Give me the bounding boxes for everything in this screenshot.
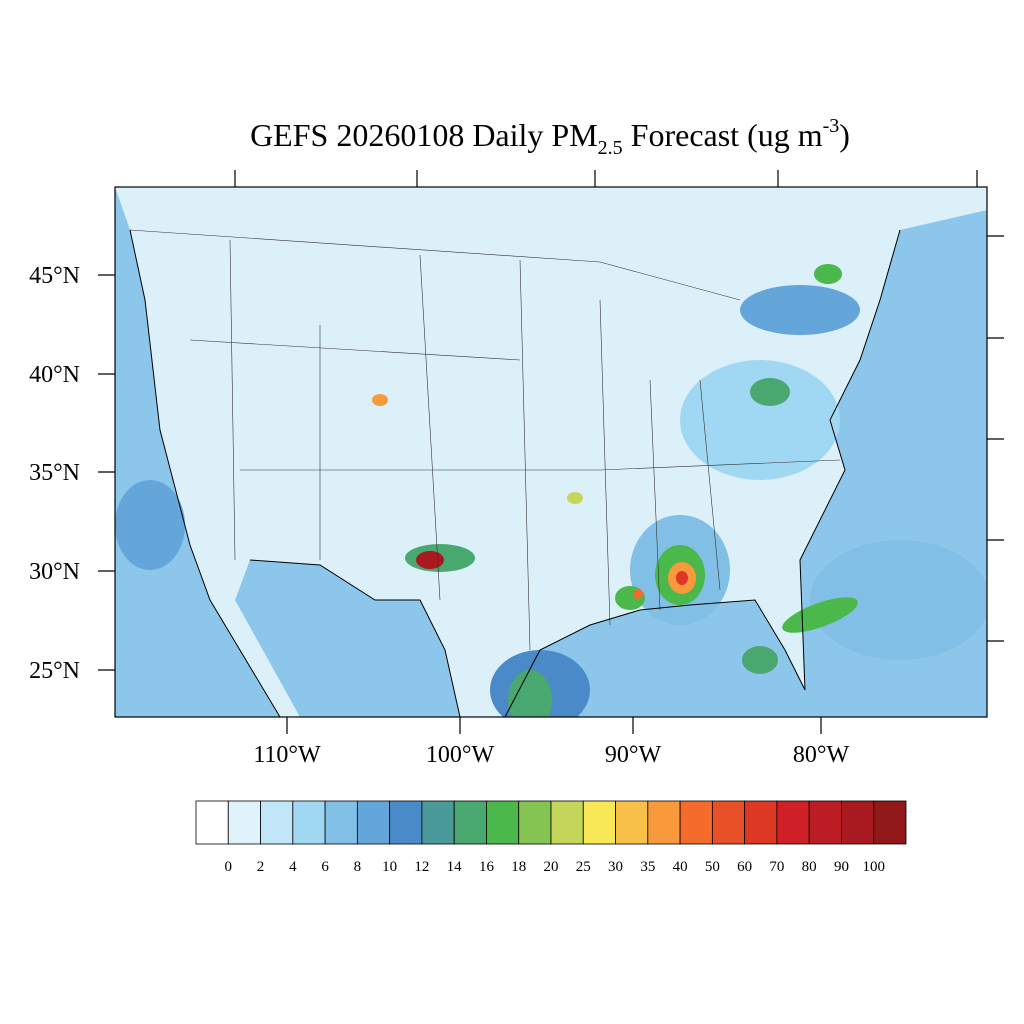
coastline: [129, 229, 901, 717]
lat-label: 35°N: [29, 460, 80, 486]
colorbar-label: 10: [382, 859, 397, 875]
colorbar-label: 90: [834, 859, 849, 875]
lon-label: 100°W: [426, 742, 495, 768]
pm-field: [810, 540, 987, 660]
pm-field: [115, 480, 185, 570]
lat-label: 25°N: [29, 658, 80, 684]
colorbar-label: 18: [511, 859, 526, 875]
colorbar-label: 25: [576, 859, 591, 875]
colorbar-box: [195, 800, 229, 845]
title-subscript: 2.5: [598, 137, 623, 159]
colorbar-box: [744, 800, 778, 845]
lat-label: 40°N: [29, 362, 80, 388]
pm-field: [740, 285, 860, 335]
colorbar-box: [679, 800, 713, 845]
title: GEFS 20260108 Daily PM2.5 Forecast (ug m-…: [250, 115, 850, 159]
colorbar-box: [518, 800, 552, 845]
title-superscript: -3: [823, 115, 840, 137]
colorbar-label: 100: [862, 859, 885, 875]
title-main: GEFS 20260108 Daily PM: [250, 117, 598, 153]
colorbar-box: [453, 800, 487, 845]
map: [98, 170, 1004, 734]
colorbar-box: [841, 800, 875, 845]
colorbar-box: [711, 800, 746, 845]
colorbar-label: 12: [414, 859, 429, 875]
pm-field: [372, 394, 388, 406]
colorbar-box: [647, 800, 681, 845]
colorbar-label: 40: [673, 859, 688, 875]
pm-field: [508, 670, 552, 717]
colorbar-label: 14: [447, 859, 463, 875]
title-end: ): [839, 117, 850, 153]
title-middle: Forecast (ug m: [631, 117, 823, 153]
tick-marks: [98, 170, 1004, 734]
colorbar-label: 16: [479, 859, 495, 875]
pm-field: [633, 589, 643, 599]
colorbar-box: [389, 800, 423, 845]
colorbar-label: 60: [737, 859, 752, 875]
colorbar-label: 4: [289, 859, 297, 875]
pm-field: [676, 571, 688, 585]
map-frame: [114, 186, 988, 718]
colorbar-label: 2: [257, 859, 265, 875]
colorbar-box: [324, 800, 358, 845]
pm-field: [416, 551, 444, 569]
colorbar-box: [227, 800, 261, 845]
pm-field: [742, 646, 778, 674]
lat-label: 30°N: [29, 559, 80, 585]
pm-field: [814, 264, 842, 284]
colorbar-box: [260, 800, 294, 845]
colorbar-label: 70: [769, 859, 784, 875]
pm-field: [750, 378, 790, 406]
colorbar-box: [292, 800, 326, 845]
lat-label: 45°N: [29, 263, 80, 289]
colorbar-box: [421, 800, 455, 845]
pm-field: [680, 360, 840, 480]
colorbar-label: 0: [225, 859, 233, 875]
colorbar-box: [615, 800, 649, 845]
colorbar-box: [776, 800, 810, 845]
lon-label: 80°W: [793, 742, 850, 768]
boundaries: [129, 229, 841, 651]
colorbar-box: [356, 800, 391, 845]
colorbar-label: 50: [705, 859, 720, 875]
colorbar-label: 35: [640, 859, 655, 875]
colorbar-box: [486, 800, 520, 845]
colorbar-box: [808, 800, 842, 845]
pm-field: [782, 597, 858, 633]
colorbar-label: 20: [544, 859, 559, 875]
colorbar-box: [550, 800, 584, 845]
lon-label: 110°W: [253, 742, 321, 768]
colorbar-label: 8: [354, 859, 362, 875]
lon-label: 90°W: [605, 742, 662, 768]
colorbar-label: 6: [321, 859, 329, 875]
colorbar-box: [582, 800, 616, 845]
colorbar-label: 30: [608, 859, 623, 875]
colorbar-label: 80: [802, 859, 817, 875]
colorbar-box: [873, 800, 907, 845]
pm-field: [567, 492, 583, 504]
